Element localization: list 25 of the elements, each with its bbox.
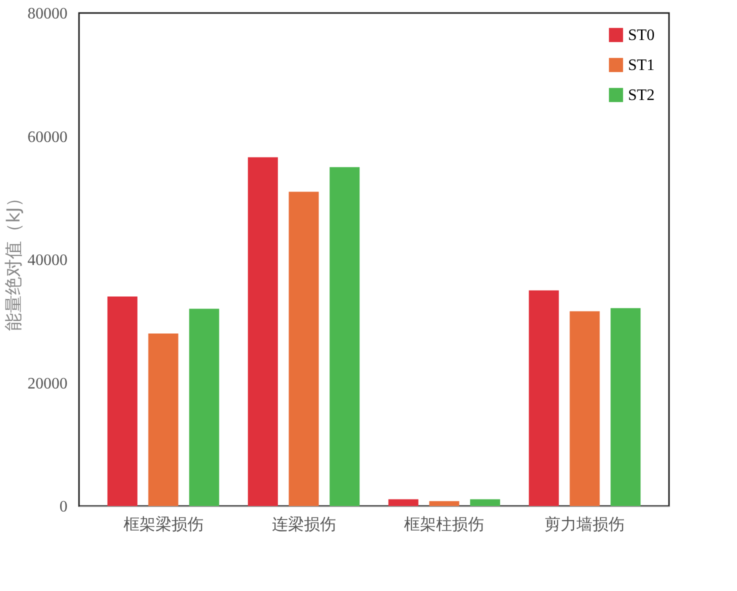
bar: [189, 308, 220, 506]
y-tick-label: 40000: [28, 252, 68, 269]
y-tick-label: 20000: [28, 375, 68, 392]
bar: [388, 499, 418, 506]
y-tick-label: 60000: [28, 128, 68, 146]
bar: [610, 308, 641, 506]
x-tick-label: 框架梁损伤: [123, 514, 204, 534]
bar: [528, 290, 559, 506]
bar: [288, 192, 319, 506]
y-axis-title: 能量绝对值（kJ）: [4, 189, 24, 331]
bar: [470, 499, 500, 506]
legend-label: ST2: [628, 87, 655, 104]
legend-label: ST0: [628, 27, 655, 44]
legend-label: ST1: [628, 57, 655, 74]
bar: [570, 311, 600, 506]
x-tick-label: 框架柱损伤: [404, 514, 484, 534]
bar: [148, 333, 178, 506]
bar: [107, 296, 138, 506]
bar: [429, 501, 460, 506]
x-tick-label: 连梁损伤: [272, 514, 336, 534]
x-tick-label: 剪力墙损伤: [544, 514, 625, 534]
y-tick-label: 80000: [28, 6, 68, 22]
bar: [248, 157, 278, 506]
y-tick-label: 0: [60, 498, 68, 516]
bar: [330, 167, 360, 506]
